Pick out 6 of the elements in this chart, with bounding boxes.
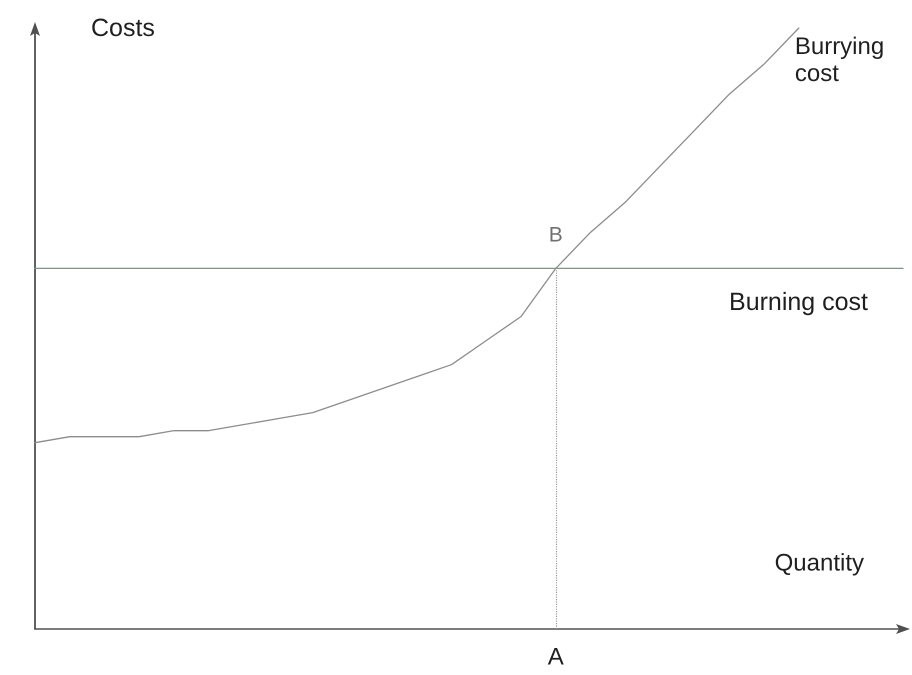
text: A (548, 644, 564, 670)
y-axis-title: Costs (91, 14, 155, 42)
x-axis-title: Quantity (774, 550, 864, 576)
annotation: B (548, 223, 563, 246)
series-label: Burning cost (729, 288, 868, 316)
series-label: Burrying cost (794, 33, 891, 87)
